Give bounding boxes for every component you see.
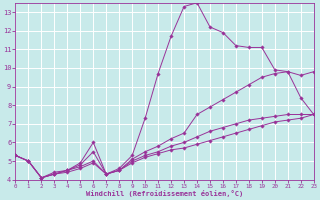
X-axis label: Windchill (Refroidissement éolien,°C): Windchill (Refroidissement éolien,°C) <box>86 190 243 197</box>
